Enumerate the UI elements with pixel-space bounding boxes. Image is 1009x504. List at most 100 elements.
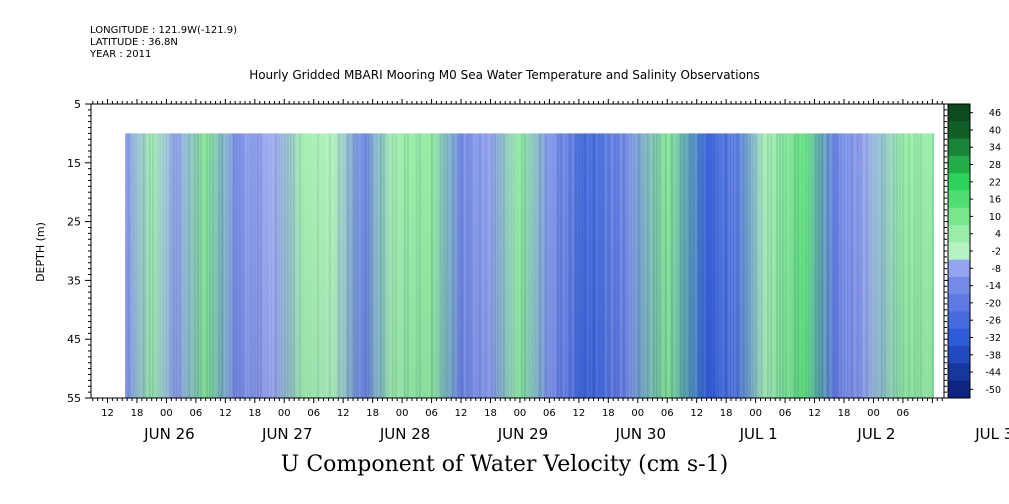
streak-line xyxy=(833,133,835,398)
streak-line xyxy=(719,133,721,398)
streak-line xyxy=(131,133,133,398)
streak-line xyxy=(206,133,208,398)
streak-line xyxy=(362,133,364,398)
x-hour-label: 06 xyxy=(425,408,438,419)
streak-line xyxy=(353,133,355,398)
streak-line xyxy=(494,133,496,398)
x-hour-label: 00 xyxy=(160,408,173,419)
streak-line xyxy=(221,133,223,398)
streak-line xyxy=(248,133,250,398)
streak-line xyxy=(884,133,886,398)
streak-line xyxy=(290,133,292,398)
streak-line xyxy=(716,133,718,398)
streak-line xyxy=(224,133,226,398)
chart-title: Hourly Gridded MBARI Mooring M0 Sea Wate… xyxy=(249,68,760,82)
colorbar-swatch xyxy=(948,155,970,174)
streak-line xyxy=(257,133,259,398)
streak-line xyxy=(689,133,691,398)
streak-line xyxy=(848,133,850,398)
streak-line xyxy=(725,133,727,398)
streak-line xyxy=(671,133,673,398)
streak-line xyxy=(263,133,265,398)
streak-line xyxy=(662,133,664,398)
colorbar-swatch xyxy=(948,363,970,382)
streak-line xyxy=(215,133,217,398)
x-day-label: JUN 26 xyxy=(143,425,194,443)
colorbar-label: -8 xyxy=(992,264,1001,275)
streak-line xyxy=(302,133,304,398)
streak-line xyxy=(473,133,475,398)
colorbar-swatch xyxy=(948,328,970,347)
streak-line xyxy=(731,133,733,398)
streak-line xyxy=(476,133,478,398)
streak-line xyxy=(179,133,181,398)
streak-line xyxy=(680,133,682,398)
streak-line xyxy=(461,133,463,398)
streak-line xyxy=(653,133,655,398)
streak-line xyxy=(596,133,598,398)
colorbar-swatch xyxy=(948,138,970,157)
streak-line xyxy=(854,133,856,398)
streak-line xyxy=(512,133,514,398)
streak-line xyxy=(908,133,910,398)
streak-line xyxy=(296,133,298,398)
streak-line xyxy=(683,133,685,398)
streak-line xyxy=(602,133,604,398)
streak-line xyxy=(611,133,613,398)
x-hour-label: 12 xyxy=(455,408,468,419)
x-hour-label: 12 xyxy=(101,408,114,419)
streak-line xyxy=(917,133,919,398)
streak-line xyxy=(584,133,586,398)
streak-line xyxy=(506,133,508,398)
x-hour-label: 00 xyxy=(749,408,762,419)
streak-line xyxy=(761,133,763,398)
streak-line xyxy=(413,133,415,398)
streak-line xyxy=(758,133,760,398)
streak-line xyxy=(770,133,772,398)
streak-line xyxy=(665,133,667,398)
streak-line xyxy=(578,133,580,398)
streak-line xyxy=(410,133,412,398)
streak-line xyxy=(329,133,331,398)
streak-line xyxy=(593,133,595,398)
streak-line xyxy=(659,133,661,398)
streak-line xyxy=(383,133,385,398)
streak-line xyxy=(608,133,610,398)
streak-line xyxy=(161,133,163,398)
streak-line xyxy=(320,133,322,398)
streak-line xyxy=(200,133,202,398)
latitude-label: LATITUDE : 36.8N xyxy=(90,37,178,48)
streak-line xyxy=(863,133,865,398)
streak-line xyxy=(794,133,796,398)
x-hour-label: 12 xyxy=(572,408,585,419)
streak-line xyxy=(509,133,511,398)
streak-line xyxy=(926,133,928,398)
y-tick-label: 55 xyxy=(67,392,81,405)
streak-line xyxy=(818,133,820,398)
streak-line xyxy=(197,133,199,398)
streak-line xyxy=(857,133,859,398)
streak-line xyxy=(338,133,340,398)
colorbar-label: -20 xyxy=(985,298,1001,309)
streak-line xyxy=(125,133,127,398)
colorbar-swatch xyxy=(948,190,970,209)
streak-line xyxy=(677,133,679,398)
colorbar-swatch xyxy=(948,294,970,313)
streak-line xyxy=(581,133,583,398)
x-day-label: JUN 28 xyxy=(379,425,430,443)
x-hour-label: 06 xyxy=(661,408,674,419)
streak-line xyxy=(260,133,262,398)
streak-line xyxy=(620,133,622,398)
streak-line xyxy=(767,133,769,398)
streak-line xyxy=(176,133,178,398)
streak-line xyxy=(497,133,499,398)
colorbar-label: 46 xyxy=(989,108,1001,119)
streak-line xyxy=(434,133,436,398)
streak-line xyxy=(422,133,424,398)
streak-line xyxy=(749,133,751,398)
colorbar-label: 4 xyxy=(995,229,1001,240)
streak-line xyxy=(368,133,370,398)
streak-line xyxy=(845,133,847,398)
streak-line xyxy=(146,133,148,398)
x-hour-label: 06 xyxy=(543,408,556,419)
